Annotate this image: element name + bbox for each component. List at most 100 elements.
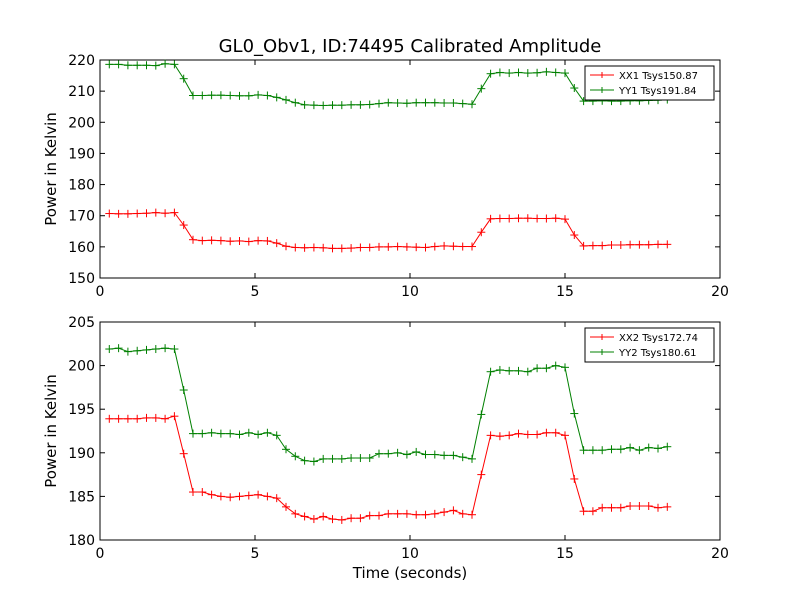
data-point [365, 511, 374, 520]
data-point [133, 61, 142, 70]
data-point [468, 100, 476, 109]
data-point [551, 361, 560, 370]
data-point [226, 91, 235, 100]
legend-entry: XX2 Tsys172.74 [590, 333, 698, 344]
data-point [123, 347, 132, 356]
data-point [254, 490, 263, 499]
chart-title: GL0_Obv1, ID:74495 Calibrated Amplitude [219, 36, 602, 57]
data-point [626, 501, 635, 510]
data-point [198, 488, 207, 497]
legend-entry: YY2 Tsys180.61 [590, 348, 697, 359]
data-point [291, 509, 300, 518]
data-point [533, 214, 542, 223]
data-point [486, 69, 495, 78]
y-tick-label: 205 [68, 315, 95, 331]
data-point [105, 345, 114, 354]
data-point [319, 512, 328, 521]
data-point [133, 209, 142, 218]
data-point [226, 493, 235, 502]
data-point [412, 447, 421, 456]
x-tick-label: 10 [401, 284, 419, 300]
legend-label: XX2 Tsys172.74 [619, 333, 698, 344]
x-tick-label: 0 [96, 284, 105, 300]
y-tick-label: 190 [68, 446, 95, 462]
data-point [328, 244, 337, 253]
data-point [468, 242, 476, 251]
data-point [337, 515, 346, 524]
data-point [300, 243, 309, 252]
data-point [282, 502, 290, 511]
data-point [161, 59, 170, 68]
y-tick-label: 190 [68, 146, 95, 162]
data-point [449, 451, 458, 460]
data-point [654, 444, 662, 453]
data-point [179, 386, 188, 395]
data-point [551, 68, 560, 77]
data-point [207, 428, 216, 437]
data-point [226, 429, 235, 438]
data-point [244, 428, 253, 437]
data-point [393, 448, 402, 457]
data-point [440, 451, 449, 460]
data-point [458, 509, 467, 518]
data-point [133, 414, 142, 423]
data-point [161, 209, 170, 218]
data-point [347, 514, 356, 523]
data-point [663, 442, 672, 451]
data-point [226, 237, 235, 246]
data-point [616, 503, 625, 512]
series-1 [105, 208, 672, 253]
data-point [495, 68, 504, 77]
data-point [254, 90, 263, 99]
data-point [189, 235, 197, 244]
data-point [365, 454, 374, 463]
data-point [458, 453, 467, 462]
data-point [570, 231, 579, 240]
data-point [272, 431, 281, 440]
data-point [495, 365, 504, 374]
data-point [151, 345, 160, 354]
data-point [356, 100, 365, 109]
legend: XX2 Tsys172.74 YY2 Tsys180.61 [584, 327, 715, 363]
data-point [468, 454, 476, 463]
data-point [291, 452, 300, 461]
data-point [198, 429, 207, 438]
data-point [263, 91, 272, 100]
data-point [588, 507, 597, 516]
data-point [356, 514, 365, 523]
data-point [402, 242, 411, 251]
data-point [309, 515, 318, 524]
data-point [570, 409, 579, 418]
legend-box [584, 65, 715, 101]
data-point [570, 84, 579, 93]
data-point [337, 454, 346, 463]
y-tick-label: 195 [68, 402, 95, 418]
data-point [533, 364, 542, 373]
data-point [189, 91, 197, 100]
data-point [170, 412, 179, 421]
data-point [319, 243, 328, 252]
data-point [449, 506, 458, 515]
data-point [207, 490, 216, 499]
data-point [282, 242, 290, 251]
data-point [542, 428, 551, 437]
y-tick-label: 170 [68, 209, 95, 225]
data-point [319, 454, 328, 463]
top-panel: 0 5 10 15 20 150 160 170 180 190 200 210 220 Power in… [42, 53, 729, 300]
data-point [235, 236, 244, 245]
data-point [347, 100, 356, 109]
data-point [347, 454, 356, 463]
data-point [263, 492, 272, 501]
data-point [402, 450, 411, 459]
data-point [375, 242, 383, 251]
data-point [523, 430, 532, 439]
data-point [598, 446, 607, 455]
legend-box [584, 327, 715, 363]
data-point [477, 84, 486, 93]
x-tick-label: 0 [96, 546, 105, 562]
data-point [430, 450, 439, 459]
x-tick-label: 15 [556, 284, 574, 300]
data-point [356, 243, 365, 252]
data-point [486, 214, 495, 223]
data-point [105, 60, 114, 69]
